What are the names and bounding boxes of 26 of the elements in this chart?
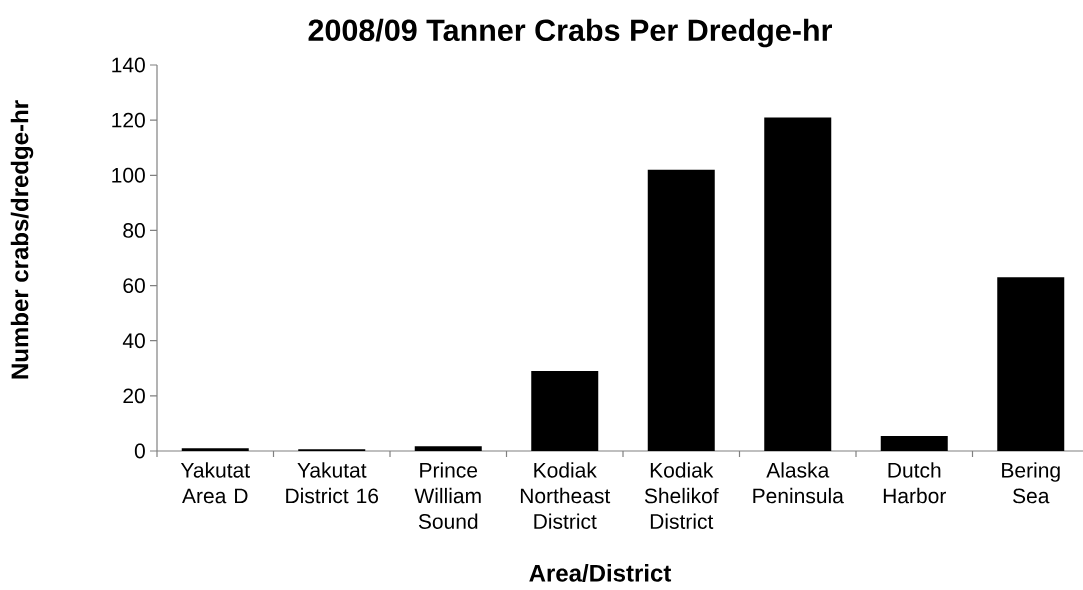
- x-tick-label: Dutch Harbor: [883, 462, 946, 504]
- x-axis-title: Area/District: [529, 564, 672, 582]
- y-tick-label: 120: [112, 112, 145, 128]
- y-tick-label: 60: [123, 278, 145, 294]
- y-tick-label: 80: [123, 223, 145, 238]
- x-tick-label: Yakutat District 16: [286, 462, 379, 504]
- x-tick-label: Kodiak Northeast District: [520, 462, 611, 529]
- x-tick-label: Kodiak Shelikof District: [644, 462, 719, 529]
- y-tick-label: 100: [112, 167, 145, 183]
- bar: [764, 117, 832, 451]
- bar: [997, 277, 1065, 451]
- x-tick-label: Bering Sea: [1002, 462, 1060, 504]
- bar: [880, 436, 948, 451]
- x-tick-label: Alaska Peninsula: [753, 462, 844, 504]
- bar: [181, 448, 249, 451]
- x-tick-label: Prince William Sound: [414, 462, 481, 529]
- bar: [414, 446, 482, 451]
- y-tick-label: 140: [112, 57, 145, 73]
- bar: [647, 169, 715, 451]
- y-axis-title: Number crabs/dredge-hr: [10, 100, 34, 379]
- bar: [531, 371, 599, 451]
- y-tick-label: 40: [122, 333, 145, 349]
- y-tick-label: 0: [134, 443, 145, 459]
- y-tick-label: 20: [123, 388, 145, 404]
- x-tick-label: Yakutat Area D: [180, 462, 250, 504]
- chart-title: 2008/09 Tanner Crabs Per Dredge-hr: [308, 18, 833, 48]
